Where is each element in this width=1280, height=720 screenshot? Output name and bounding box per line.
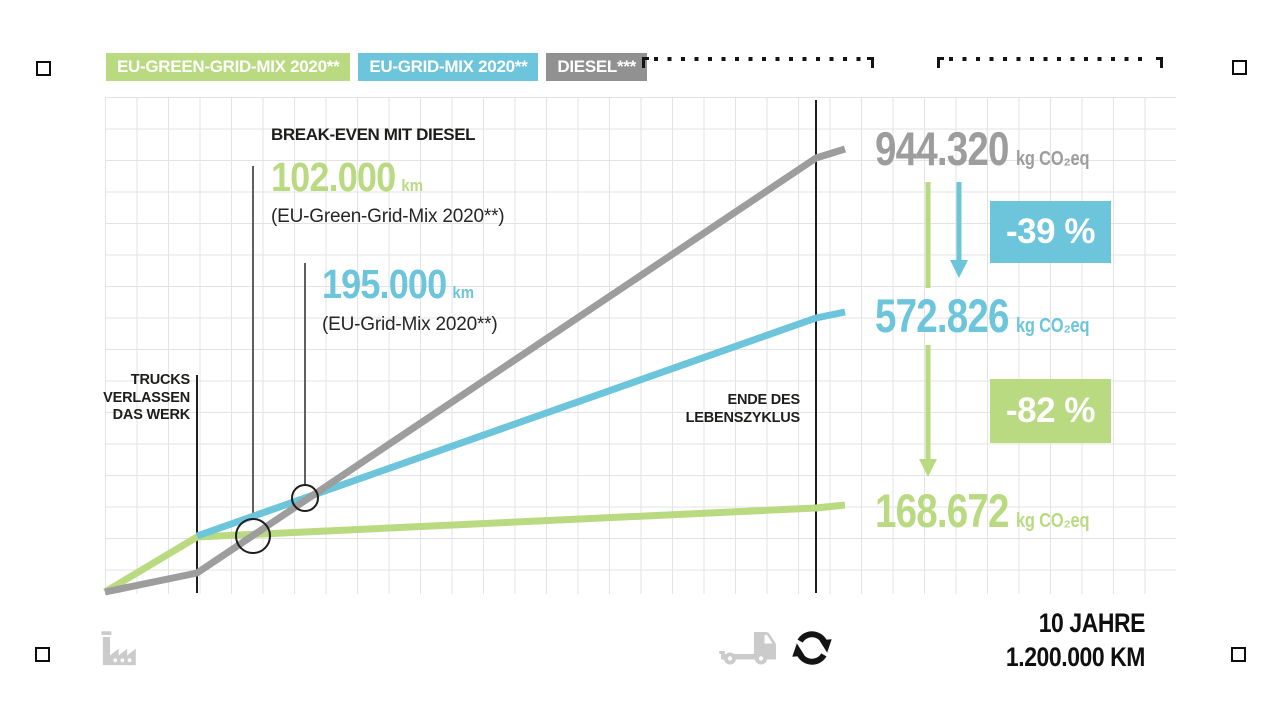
blue-arrowhead-icon — [950, 260, 968, 278]
break-even-annotation-grid: 195.000 km (EU-Grid-Mix 2020**) — [322, 261, 498, 336]
legend: EU-GREEN-GRID-MIX 2020** EU-GRID-MIX 202… — [106, 53, 647, 81]
bracket-corner-icon — [1156, 57, 1163, 68]
diesel-result-unit: kg CO₂eq — [1015, 148, 1090, 170]
break-even-green-unit: km — [401, 176, 424, 195]
reduction-badge-green-grid-mix: -82 % — [990, 379, 1111, 443]
bracket-dots — [654, 57, 862, 61]
legend-item-grid-mix: EU-GRID-MIX 2020** — [358, 53, 539, 81]
end-label-line: LEBENSZYKLUS — [685, 409, 801, 426]
factory-icon — [101, 631, 136, 666]
green-arrowhead-icon — [919, 459, 937, 477]
grid-mix-result: 572.826 kg CO₂eq — [875, 289, 1090, 342]
registration-mark-bottom-right — [1231, 647, 1246, 662]
green-grid-mix-line — [103, 501, 846, 596]
bracket-corner-icon — [867, 57, 874, 68]
bracket-dots — [949, 57, 1151, 61]
bracket-corner-icon — [642, 57, 649, 68]
grid-mix-result-unit: kg CO₂eq — [1015, 315, 1090, 337]
start-label-line: DAS WERK — [112, 407, 191, 423]
break-even-title: BREAK-EVEN MIT DIESEL — [271, 125, 476, 144]
diesel-line — [104, 145, 847, 596]
registration-mark-top-right — [1232, 60, 1247, 75]
end-label-line: ENDE DES — [727, 392, 800, 408]
break-even-circle-green — [235, 518, 271, 554]
diesel-result: 944.320 kg CO₂eq — [875, 122, 1090, 175]
grid-mix-result-value: 572.826 — [875, 289, 1009, 342]
truck-icon — [719, 632, 776, 665]
break-even-green-caption: (EU-Green-Grid-Mix 2020**) — [271, 206, 505, 227]
registration-mark-top-left — [36, 61, 51, 76]
legend-item-diesel: DIESEL*** — [546, 53, 647, 81]
break-even-grid-caption: (EU-Grid-Mix 2020**) — [322, 314, 498, 335]
start-label-line: TRUCKS — [130, 372, 190, 388]
lifetime-years: 10 JAHRE — [1038, 608, 1146, 638]
break-even-green-value: 102.000 — [271, 154, 396, 200]
legend-item-green-grid-mix: EU-GREEN-GRID-MIX 2020** — [106, 53, 351, 81]
break-even-circle-grid — [291, 484, 319, 512]
lifetime-label: 10 JAHRE 1.200.000 KM — [937, 606, 1145, 674]
reduction-badge-grid-mix: -39 % — [990, 201, 1111, 263]
end-label: ENDE DES LEBENSZYKLUS — [640, 392, 801, 427]
break-even-grid-value: 195.000 — [322, 261, 447, 307]
recycle-icon — [792, 631, 832, 665]
start-label: TRUCKS VERLASSEN DAS WERK — [58, 372, 190, 425]
dotted-bracket-left — [642, 57, 874, 69]
dotted-bracket-right — [937, 57, 1163, 69]
break-even-grid-unit: km — [452, 283, 475, 302]
registration-mark-bottom-left — [35, 647, 50, 662]
break-even-annotation-green: BREAK-EVEN MIT DIESEL 102.000 km (EU-Gre… — [271, 125, 505, 228]
grid-mix-line — [195, 308, 846, 540]
green-grid-mix-result-unit: kg CO₂eq — [1015, 510, 1090, 532]
start-label-line: VERLASSEN — [103, 389, 190, 406]
green-grid-mix-result-value: 168.672 — [875, 484, 1009, 537]
lifetime-distance: 1.200.000 KM — [1005, 642, 1145, 672]
bracket-corner-icon — [937, 57, 944, 68]
diesel-result-value: 944.320 — [875, 122, 1009, 175]
green-grid-mix-result: 168.672 kg CO₂eq — [875, 484, 1090, 537]
